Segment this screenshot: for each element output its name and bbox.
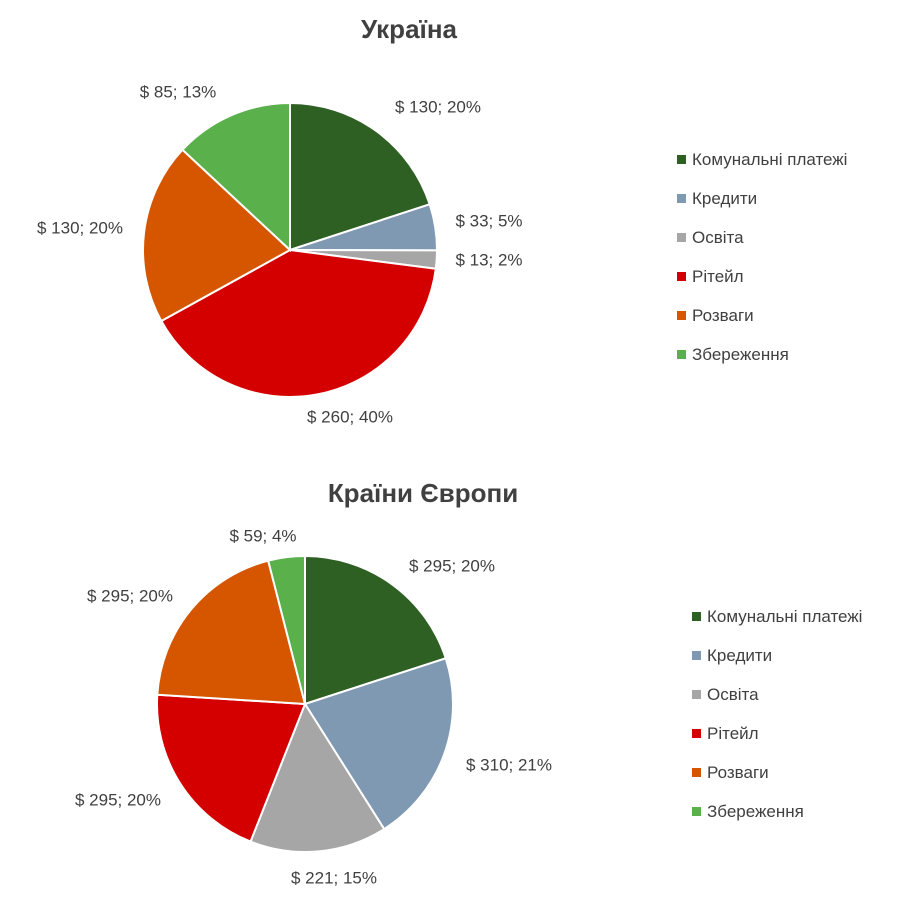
- legend-swatch: [677, 350, 686, 359]
- legend-label: Збереження: [692, 344, 789, 364]
- legend-label: Розваги: [692, 305, 754, 325]
- pie-slice-entertainment: [156, 559, 307, 706]
- legend-swatch: [692, 768, 701, 777]
- legend-item-savings: Збереження: [677, 335, 847, 374]
- pie-ukraine: $ 130; 20% $ 33; 5% $ 13; 2% $ 260; 40% $ 13…: [37, 82, 523, 426]
- data-label-entertainment: $ 295; 20%: [87, 586, 173, 605]
- legend-label: Розваги: [707, 762, 769, 782]
- legend-item-utilities: Комунальні платежі: [692, 597, 862, 636]
- data-label-credits: $ 33; 5%: [455, 211, 522, 230]
- legend-item-credits: Кредити: [692, 636, 862, 675]
- legend-label: Кредити: [692, 188, 758, 208]
- data-label-savings: $ 85; 13%: [140, 82, 217, 101]
- pie-slice-utilities: [304, 554, 448, 706]
- legend-item-credits: Кредити: [677, 179, 847, 218]
- legend-label: Комунальні платежі: [707, 606, 863, 626]
- data-label-utilities: $ 295; 20%: [409, 556, 495, 575]
- data-label-utilities: $ 130; 20%: [395, 97, 481, 116]
- legend-item-utilities: Комунальні платежі: [677, 140, 847, 179]
- chart-europe: Країни Європи $ 295; 20% $ 310; 21% $ 221;…: [0, 450, 909, 897]
- legend-label: Рітейл: [692, 266, 744, 286]
- legend-swatch: [692, 690, 701, 699]
- legend-swatch: [692, 651, 701, 660]
- legend-label: Комунальні платежі: [692, 149, 848, 169]
- chart-title: Україна: [360, 14, 457, 44]
- pie-slice-utilities: [289, 101, 431, 252]
- data-label-entertainment: $ 130; 20%: [37, 218, 123, 237]
- data-label-retail: $ 260; 40%: [307, 407, 393, 426]
- chart-ukraine: Україна $ 130; 20% $ 33; 5% $ 13; 2% $ 260;…: [37, 14, 847, 426]
- chart-title: Країни Європи: [327, 478, 519, 508]
- legend-label: Освіта: [707, 684, 759, 704]
- pie-slice-credits: [303, 657, 454, 831]
- legend-swatch: [692, 729, 701, 738]
- pie-slice-retail: [156, 693, 307, 843]
- pie-europe: $ 295; 20% $ 310; 21% $ 221; 15% $ 295; 20%…: [75, 526, 552, 887]
- legend-label: Збереження: [707, 801, 804, 821]
- legend-swatch: [677, 311, 686, 320]
- legend-swatch: [677, 272, 686, 281]
- legend-swatch: [677, 233, 686, 242]
- data-label-education: $ 221; 15%: [291, 868, 377, 887]
- legend-swatch: [677, 155, 686, 164]
- legend-item-retail: Рітейл: [692, 714, 862, 753]
- pie-slice-entertainment: [142, 148, 292, 323]
- legend-label: Освіта: [692, 227, 744, 247]
- pie-slice-retail: [159, 248, 437, 398]
- legend-label: Кредити: [707, 645, 773, 665]
- legend: Комунальні платежі Кредити Освіта Рітейл…: [692, 597, 862, 831]
- data-label-savings: $ 59; 4%: [229, 526, 296, 545]
- legend-item-savings: Збереження: [692, 792, 862, 831]
- legend-swatch: [692, 807, 701, 816]
- pie-slice-savings: [181, 101, 291, 253]
- data-label-retail: $ 295; 20%: [75, 790, 161, 809]
- data-label-education: $ 13; 2%: [455, 250, 522, 269]
- pie-slice-savings: [266, 554, 306, 705]
- legend-item-education: Освіта: [677, 218, 847, 257]
- legend-swatch: [677, 194, 686, 203]
- legend: Комунальні платежі Кредити Освіта Рітейл…: [677, 140, 847, 374]
- data-label-credits: $ 310; 21%: [466, 755, 552, 774]
- legend-label: Рітейл: [707, 723, 759, 743]
- legend-swatch: [692, 612, 701, 621]
- pie-slice-education: [249, 701, 386, 853]
- legend-item-entertainment: Розваги: [692, 753, 862, 792]
- legend-item-entertainment: Розваги: [677, 296, 847, 335]
- legend-item-retail: Рітейл: [677, 257, 847, 296]
- legend-item-education: Освіта: [692, 675, 862, 714]
